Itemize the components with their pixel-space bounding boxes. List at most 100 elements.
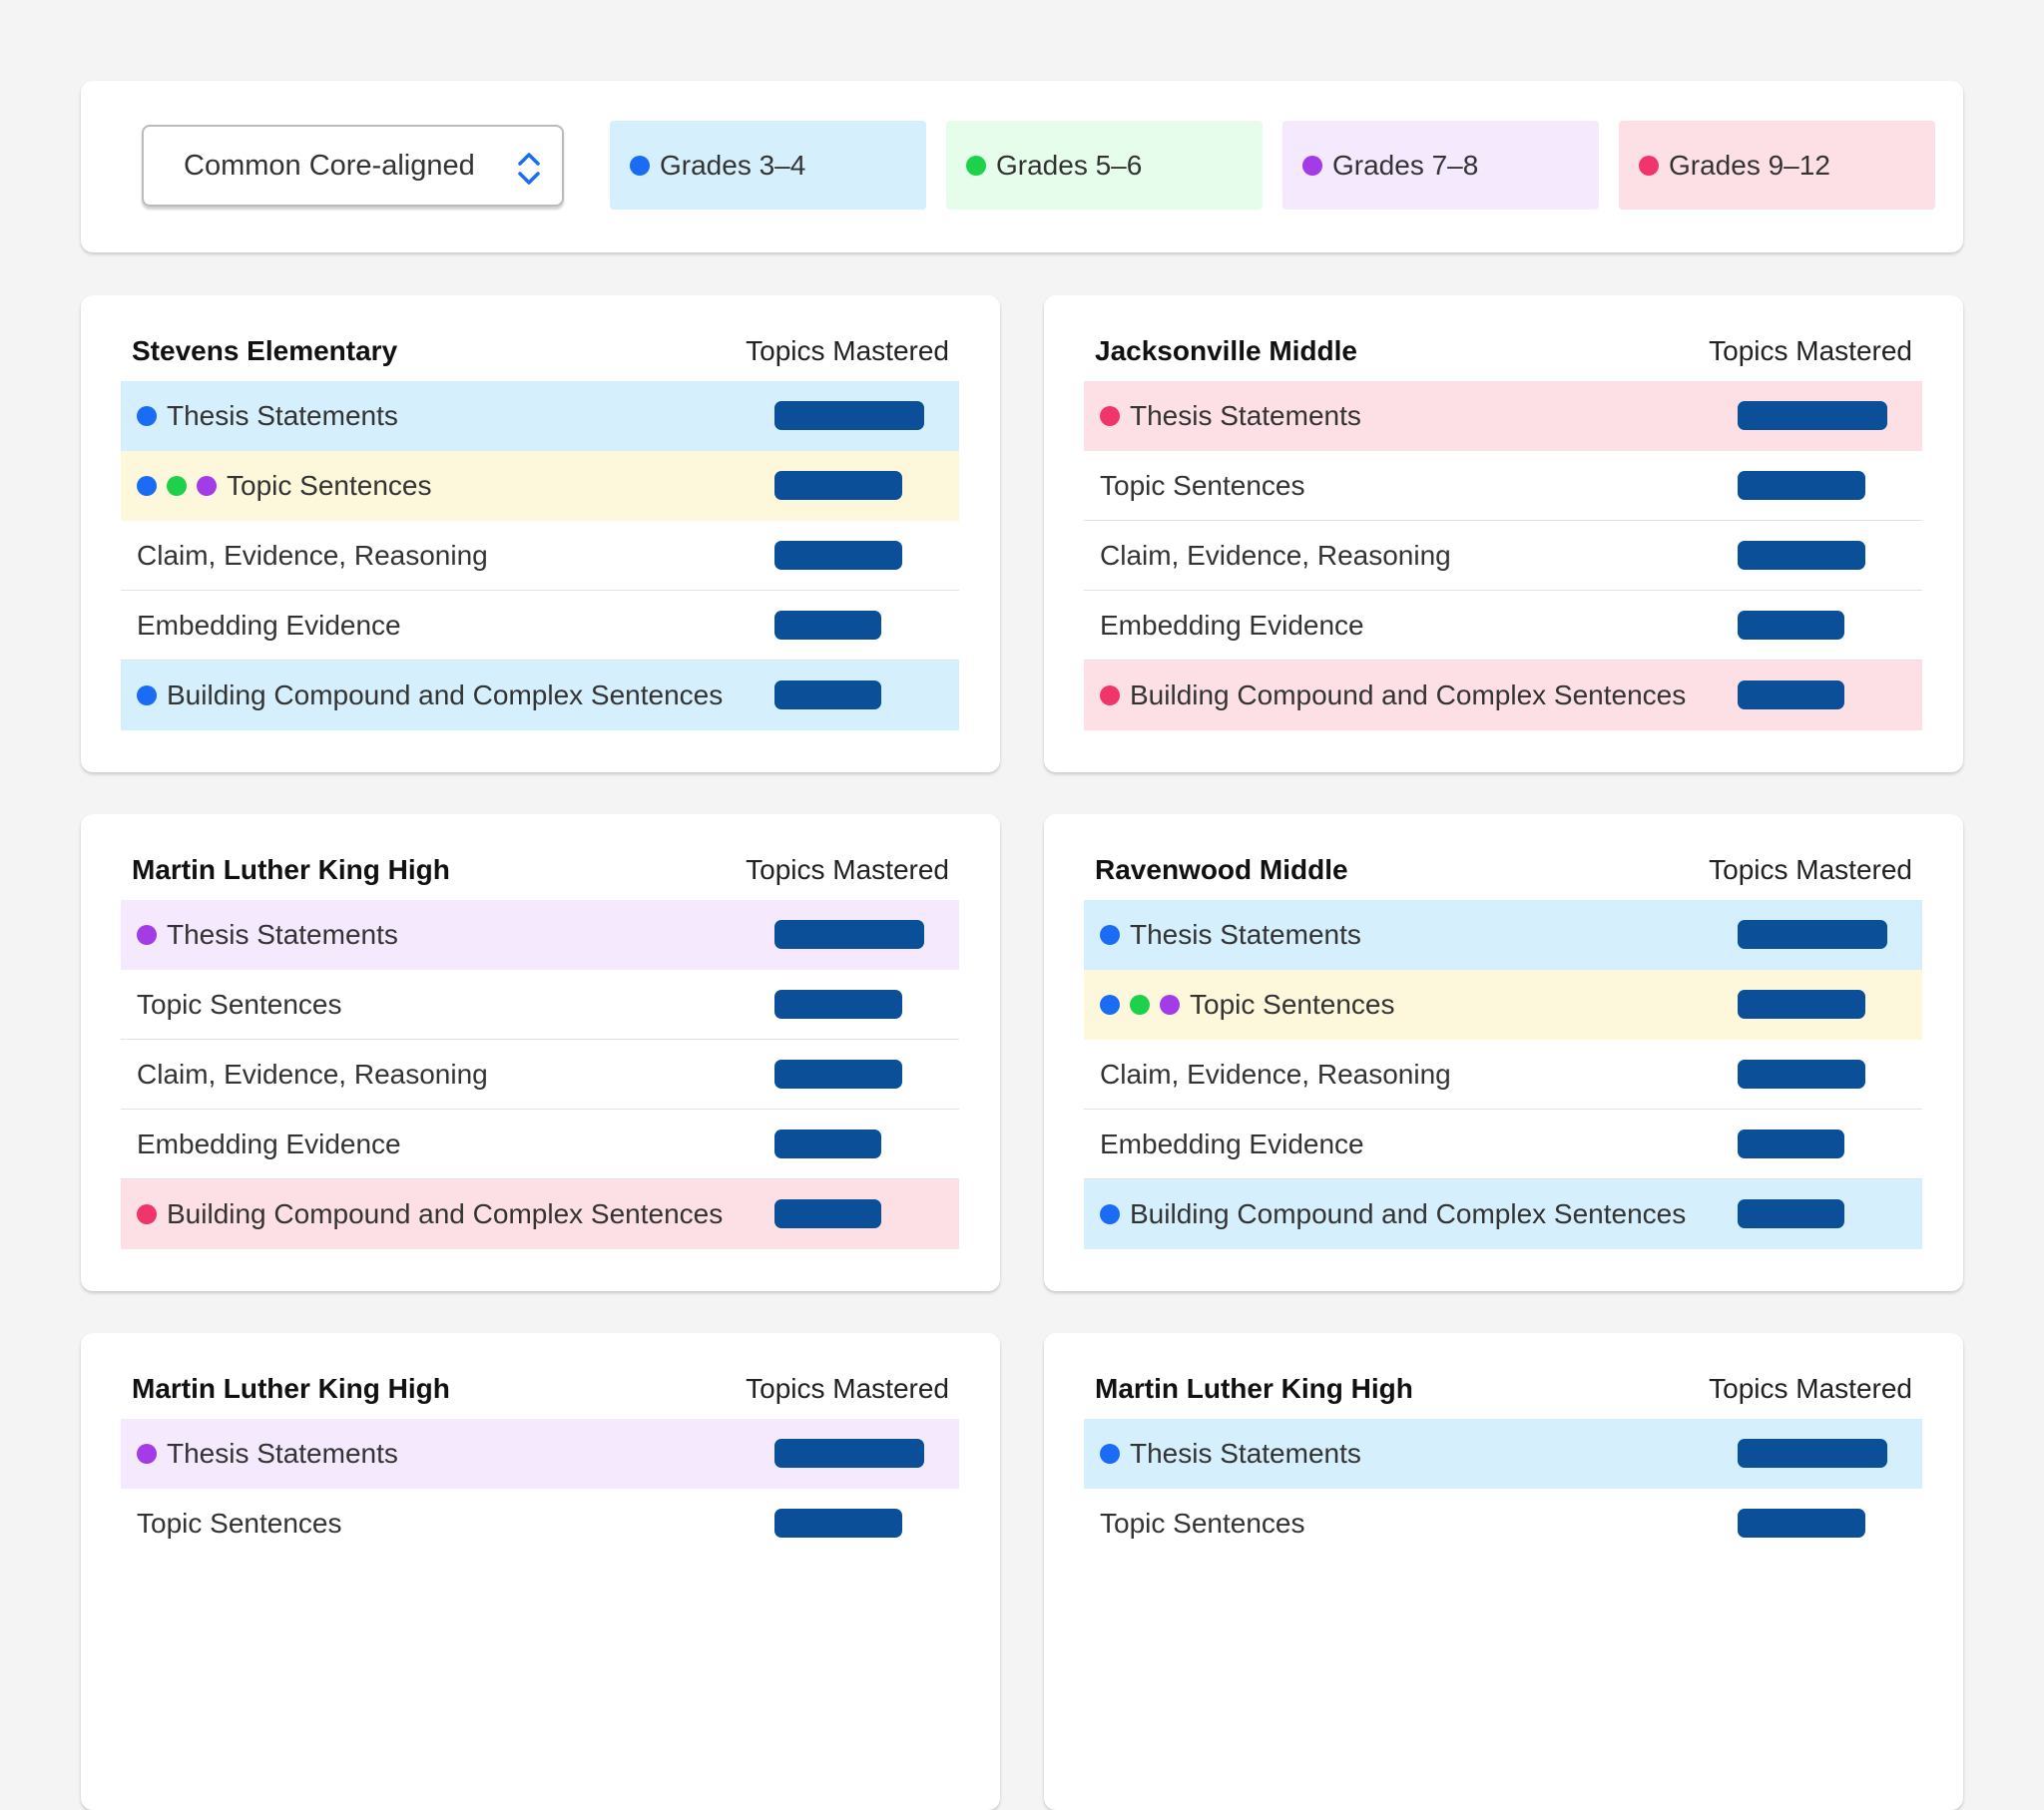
grade-dot — [137, 475, 157, 496]
school-card: Martin Luther King High Topics Mastered Th… — [81, 1333, 1000, 1810]
topic-row: Claim, Evidence, Reasoning — [1084, 521, 1922, 591]
topic-list: Thesis Statements Topic Sentences Claim, E… — [1084, 900, 1922, 1249]
mastery-bar — [1738, 1439, 1887, 1468]
topic-row: Building Compound and Complex Sentences — [1084, 1179, 1922, 1249]
topic-row: Embedding Evidence — [121, 1110, 959, 1179]
mastery-bar — [774, 1060, 903, 1089]
card-header: Martin Luther King High Topics Mastered — [132, 1373, 949, 1405]
topic-row: Thesis Statements — [121, 1419, 959, 1489]
mastery-bar — [1738, 541, 1866, 570]
mastery-bar — [1738, 1130, 1844, 1158]
grade-chip[interactable]: Grades 9–12 — [1619, 121, 1935, 210]
grade-dot — [1160, 994, 1180, 1015]
topic-label: Claim, Evidence, Reasoning — [137, 539, 488, 571]
school-name: Stevens Elementary — [132, 335, 398, 366]
grade-dot — [1639, 155, 1659, 176]
mastery-bar — [774, 401, 924, 430]
grade-label: Grades 5–6 — [996, 149, 1143, 181]
topic-label: Topic Sentences — [137, 988, 342, 1020]
column-header: Topics Mastered — [746, 335, 949, 366]
grade-dot — [167, 475, 187, 496]
card-header: Stevens Elementary Topics Mastered — [132, 335, 949, 367]
topic-row: Building Compound and Complex Sentences — [121, 1179, 959, 1249]
grade-chip[interactable]: Grades 7–8 — [1282, 121, 1599, 210]
mastery-bar — [774, 1439, 924, 1468]
topic-label: Embedding Evidence — [137, 609, 401, 641]
filter-bar: Common Core-aligned Grades 3–4 Grades 5–6… — [81, 81, 1963, 252]
column-header: Topics Mastered — [1709, 854, 1912, 885]
grade-label: Grades 7–8 — [1332, 149, 1479, 181]
topic-label: Embedding Evidence — [1100, 1128, 1364, 1159]
topic-label: Thesis Statements — [167, 1437, 398, 1469]
mastery-bar — [774, 1509, 903, 1538]
topic-row: Claim, Evidence, Reasoning — [1084, 1040, 1922, 1110]
topic-label: Thesis Statements — [167, 399, 398, 431]
standard-select[interactable]: Common Core-aligned — [142, 125, 564, 207]
topic-label: Thesis Statements — [1130, 399, 1361, 431]
grade-chip[interactable]: Grades 3–4 — [610, 121, 926, 210]
topic-row: Embedding Evidence — [121, 591, 959, 661]
grade-legend: Grades 3–4 Grades 5–6 Grades 7–8 Grades 9–1… — [610, 121, 1935, 210]
school-name: Martin Luther King High — [132, 854, 450, 885]
topic-label: Thesis Statements — [167, 918, 398, 950]
topic-list: Thesis Statements Topic Sentences — [121, 1419, 959, 1559]
mastery-bar — [1738, 920, 1887, 949]
column-header: Topics Mastered — [746, 1373, 949, 1404]
topic-label: Thesis Statements — [1130, 1437, 1361, 1469]
grade-chip[interactable]: Grades 5–6 — [946, 121, 1263, 210]
mastery-bar — [774, 541, 903, 570]
topic-label: Topic Sentences — [1190, 988, 1395, 1020]
topic-row: Embedding Evidence — [1084, 591, 1922, 661]
grade-dot — [1100, 1204, 1120, 1224]
grade-dot — [137, 1443, 157, 1464]
grade-dot — [1100, 924, 1120, 945]
mastery-bar — [1738, 1509, 1866, 1538]
select-value: Common Core-aligned — [184, 149, 475, 182]
grade-dot — [197, 475, 217, 496]
grade-dot — [630, 155, 650, 176]
select-chevrons — [518, 153, 540, 185]
grade-dot — [137, 405, 157, 426]
grade-dot — [1100, 405, 1120, 426]
topic-row: Claim, Evidence, Reasoning — [121, 521, 959, 591]
topic-row: Topic Sentences — [121, 451, 959, 521]
topic-label: Topic Sentences — [1100, 469, 1305, 501]
mastery-bar — [774, 990, 903, 1019]
topic-row: Topic Sentences — [121, 1489, 959, 1559]
grade-dot — [137, 924, 157, 945]
grade-dot — [1302, 155, 1322, 176]
column-header: Topics Mastered — [1709, 1373, 1912, 1404]
grade-dot — [1100, 685, 1120, 705]
mastery-bar — [1738, 680, 1844, 709]
school-card: Martin Luther King High Topics Mastered Th… — [81, 814, 1000, 1291]
school-name: Martin Luther King High — [1095, 1373, 1413, 1404]
topic-row: Thesis Statements — [121, 900, 959, 970]
school-name: Jacksonville Middle — [1095, 335, 1357, 366]
school-cards: Stevens Elementary Topics Mastered Thesis … — [81, 295, 1963, 1810]
card-header: Jacksonville Middle Topics Mastered — [1095, 335, 1912, 367]
mastery-bar — [774, 611, 881, 640]
grade-dot — [137, 685, 157, 705]
topic-label: Topic Sentences — [1100, 1508, 1305, 1539]
topic-row: Thesis Statements — [1084, 1419, 1922, 1489]
card-header: Ravenwood Middle Topics Mastered — [1095, 854, 1912, 886]
column-header: Topics Mastered — [746, 854, 949, 885]
topic-label: Topic Sentences — [227, 469, 432, 501]
mastery-bar — [1738, 1060, 1866, 1089]
topic-row: Thesis Statements — [121, 381, 959, 451]
grade-label: Grades 9–12 — [1669, 149, 1830, 181]
page: Common Core-aligned Grades 3–4 Grades 5–6… — [81, 81, 1963, 1810]
topic-label: Claim, Evidence, Reasoning — [1100, 539, 1451, 571]
mastery-bar — [774, 1130, 881, 1158]
topic-row: Claim, Evidence, Reasoning — [121, 1040, 959, 1110]
topic-label: Claim, Evidence, Reasoning — [1100, 1058, 1451, 1090]
topic-label: Building Compound and Complex Sentences — [167, 679, 724, 710]
topic-label: Topic Sentences — [137, 1508, 342, 1539]
school-card: Martin Luther King High Topics Mastered Th… — [1044, 1333, 1963, 1810]
school-card: Ravenwood Middle Topics Mastered Thesis St… — [1044, 814, 1963, 1291]
grade-dot — [1130, 994, 1150, 1015]
school-name: Ravenwood Middle — [1095, 854, 1348, 885]
topic-row: Embedding Evidence — [1084, 1110, 1922, 1179]
mastery-bar — [774, 920, 924, 949]
mastery-bar — [1738, 471, 1866, 500]
